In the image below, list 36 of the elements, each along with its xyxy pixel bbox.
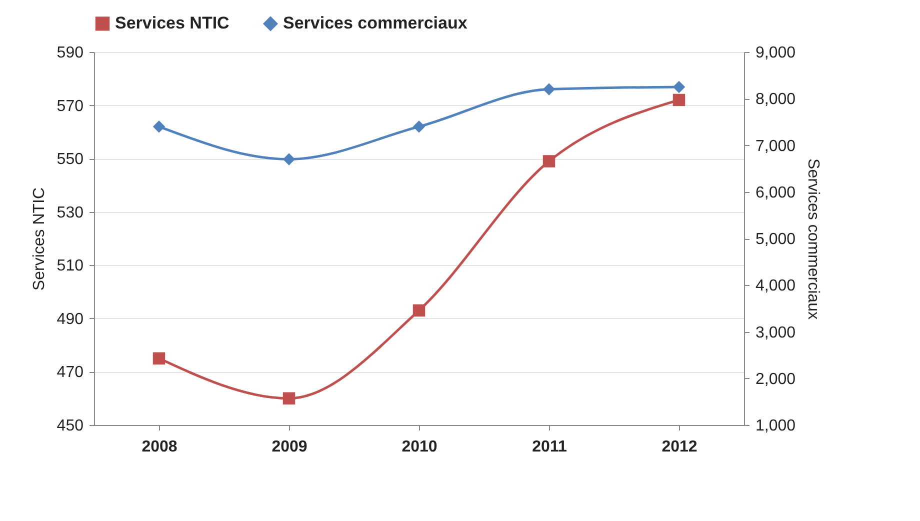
x-tick-label: 2012 (662, 438, 698, 456)
point (152, 120, 166, 133)
x-tick-label: 2008 (142, 438, 178, 456)
y2-tick-label: 3,000 (756, 324, 796, 342)
y-tick-label: 510 (56, 258, 84, 275)
y-tick-label: 530 (56, 204, 84, 222)
point (282, 392, 296, 404)
y2-tick-label: 2,000 (756, 370, 796, 388)
y2-tick-label: 5,000 (756, 231, 796, 248)
point (412, 304, 426, 317)
y2-tick-label: 8,000 (756, 91, 796, 108)
point (542, 83, 556, 96)
y2-tick-label: 6,000 (756, 184, 796, 202)
x-tick-label: 2011 (532, 438, 567, 456)
y-tick-label: 490 (56, 310, 84, 328)
y-tick-label: 570 (56, 98, 84, 115)
y-tick-label: 450 (56, 418, 84, 434)
point (152, 352, 166, 365)
y-tick-label: 550 (56, 151, 84, 168)
y2-tick-label: 7,000 (756, 138, 796, 155)
y2-tick-label: 4,000 (756, 278, 796, 295)
y2-axis-title: Services commerciaux (804, 158, 822, 320)
y2-tick-label: 1,000 (756, 418, 796, 434)
y-axis-title: Services NTIC (30, 187, 48, 291)
legend-label: Services NTIC (115, 14, 230, 33)
y-tick-label: 590 (56, 44, 84, 62)
x-tick-label: 2010 (402, 438, 438, 456)
point (282, 153, 296, 166)
legend-label: Services commerciaux (283, 14, 468, 33)
y2-tick-label: 9,000 (756, 44, 796, 62)
point (542, 155, 556, 168)
point (672, 94, 686, 106)
x-tick-label: 2009 (272, 438, 308, 456)
point (412, 120, 426, 133)
point (672, 80, 686, 94)
y-tick-label: 470 (56, 364, 84, 382)
